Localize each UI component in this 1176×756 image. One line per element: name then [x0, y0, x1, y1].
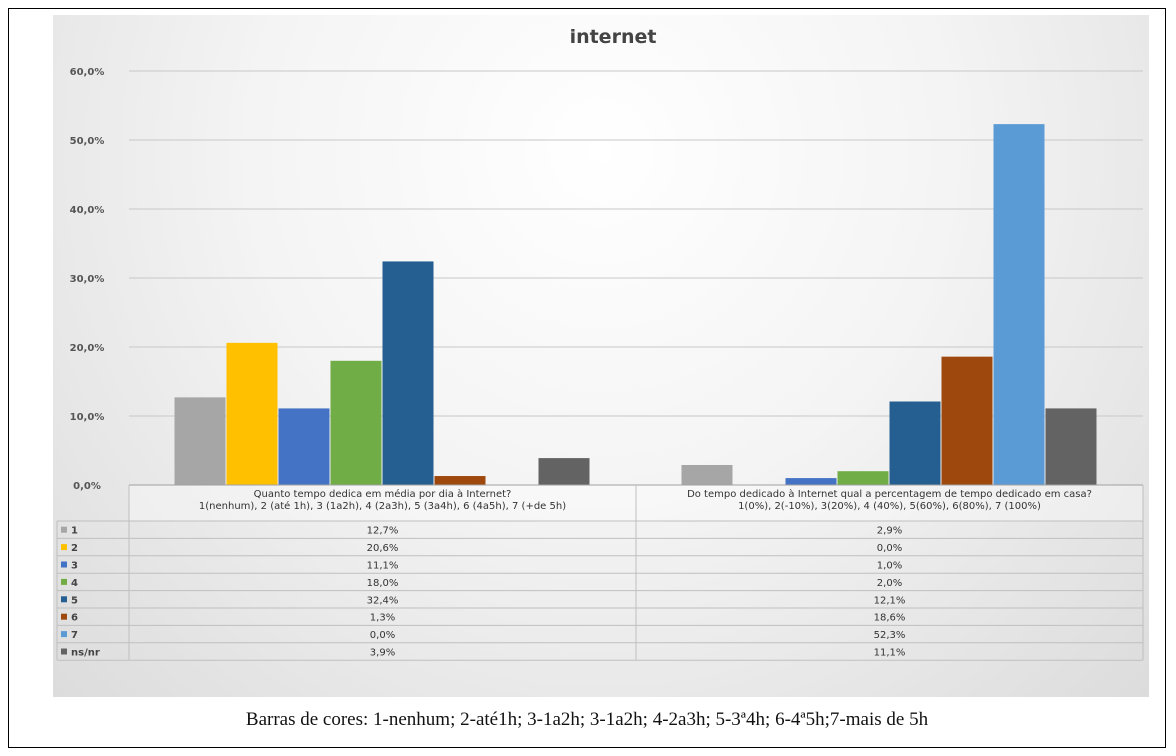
legend-label: 1: [71, 526, 78, 537]
y-tick-label: 20,0%: [70, 343, 105, 354]
figure-caption: Barras de cores: 1-nenhum; 2-até1h; 3-1a…: [245, 709, 929, 730]
data-label: 1,0%: [877, 561, 902, 572]
legend-swatch: [61, 561, 67, 568]
data-label: 2,9%: [877, 526, 902, 537]
data-label: 18,0%: [367, 578, 399, 589]
bar: [382, 261, 434, 485]
bar: [538, 458, 590, 485]
legend-swatch: [61, 544, 67, 551]
bar: [889, 401, 941, 485]
data-label: 11,1%: [367, 561, 399, 572]
bar: [174, 397, 226, 485]
data-label: 1,3%: [370, 613, 395, 624]
data-label: 52,3%: [874, 630, 906, 641]
bar: [681, 464, 733, 485]
legend-swatch: [61, 578, 67, 585]
data-label: 3,9%: [370, 648, 395, 659]
bar: [226, 342, 278, 485]
y-tick-label: 10,0%: [70, 412, 105, 423]
legend-swatch: [61, 596, 67, 603]
bar: [837, 471, 889, 485]
y-tick-label: 50,0%: [70, 136, 105, 147]
figure-frame: internet 0,0% 10,0% 20,0% 30,0% 40,0% 50,0% 60,…: [8, 8, 1166, 748]
bar: [434, 476, 486, 485]
bar: [330, 360, 382, 485]
y-tick-label: 0,0%: [73, 481, 101, 492]
data-label: 0,0%: [877, 543, 902, 554]
data-label: 0,0%: [370, 630, 395, 641]
data-label: 2,0%: [877, 578, 902, 589]
legend-swatch: [61, 648, 67, 655]
legend-label: 2: [71, 543, 78, 554]
y-tick-label: 30,0%: [70, 274, 105, 285]
data-label: 32,4%: [367, 595, 399, 606]
data-label: 18,6%: [874, 613, 906, 624]
chart-area: internet 0,0% 10,0% 20,0% 30,0% 40,0% 50,0% 60,…: [53, 15, 1149, 697]
category-label: Do tempo dedicado à Internet qual a perc…: [687, 488, 1092, 500]
legend-label: 4: [71, 578, 78, 589]
internet-bar-chart: internet0,0%10,0%20,0%30,0%40,0%50,0%60,…: [56, 26, 1144, 661]
bar: [785, 478, 837, 485]
y-tick-label: 60,0%: [70, 67, 105, 78]
legend-swatch: [61, 526, 67, 533]
legend-swatch: [61, 631, 67, 638]
legend-label: ns/nr: [71, 648, 100, 659]
data-label: 11,1%: [874, 648, 906, 659]
category-label: 1(0%), 2(-10%), 3(20%), 4 (40%), 5(60%),…: [738, 501, 1041, 512]
legend-label: 3: [71, 561, 78, 572]
y-tick-label: 40,0%: [70, 205, 105, 216]
chart-title: internet: [570, 26, 657, 48]
bar: [941, 356, 993, 485]
legend-label: 6: [71, 613, 78, 624]
data-label: 12,7%: [367, 526, 399, 537]
bar: [278, 408, 330, 485]
data-label: 20,6%: [367, 543, 399, 554]
bar: [993, 124, 1045, 485]
data-label: 12,1%: [874, 595, 906, 606]
category-label: 1(nenhum), 2 (até 1h), 3 (1a2h), 4 (2a3h…: [199, 500, 566, 512]
legend-label: 7: [71, 630, 78, 641]
category-label: Quanto tempo dedica em média por dia à I…: [254, 488, 512, 500]
bar: [1045, 408, 1097, 485]
legend-label: 5: [71, 595, 78, 606]
legend-swatch: [61, 613, 67, 620]
